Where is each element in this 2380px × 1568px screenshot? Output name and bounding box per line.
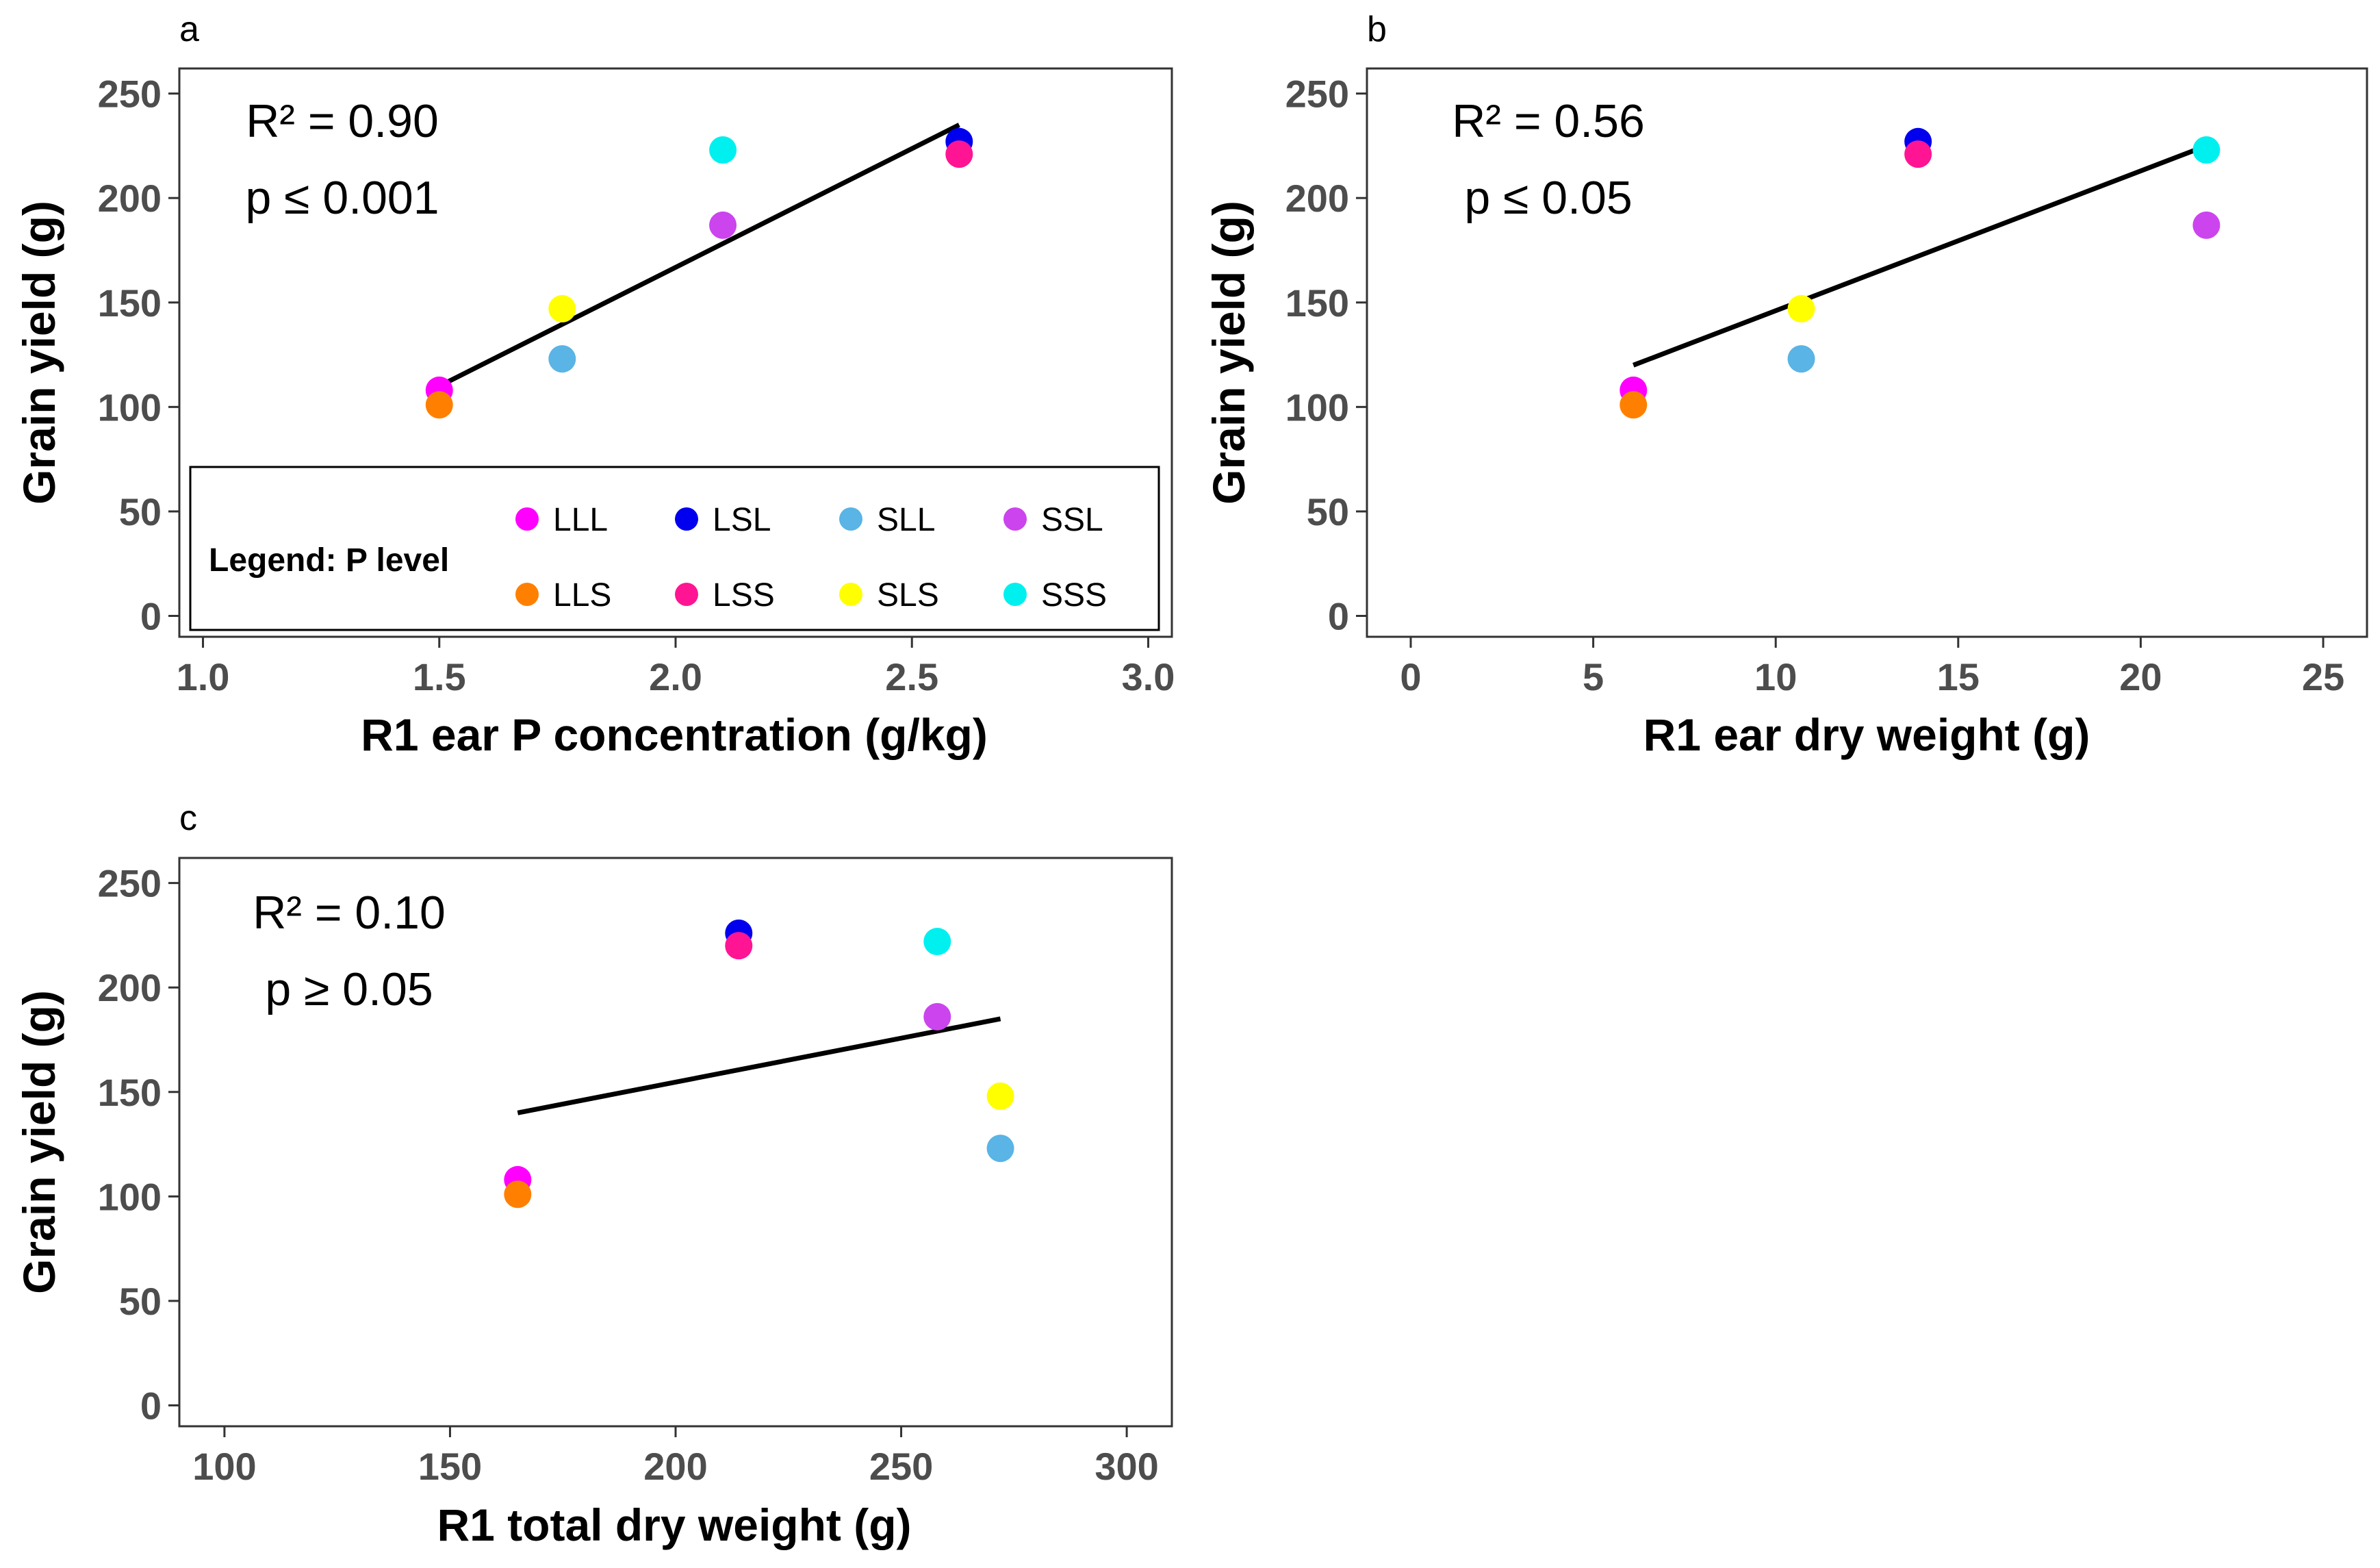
- data-point-sss: [923, 928, 951, 956]
- y-tick-label: 150: [98, 281, 162, 325]
- x-tick-label: 3.0: [1122, 655, 1175, 698]
- data-point-lls: [425, 391, 453, 419]
- legend-label-lll: LLL: [553, 502, 608, 538]
- panel-b: b 0 50 100 150 200 250 0 5 10 15 20 25 R1 ear dry wei…: [1203, 10, 2368, 760]
- legend-label-lsl: LSL: [713, 502, 771, 538]
- legend-key-lsl: [675, 507, 698, 531]
- x-tick-label: 300: [1095, 1445, 1158, 1488]
- y-tick-label: 50: [1307, 490, 1349, 533]
- plot-frame: [1366, 67, 2368, 638]
- x-tick-label: 250: [869, 1445, 933, 1488]
- x-tick-label: 10: [1754, 655, 1797, 698]
- data-point-lss: [725, 932, 753, 960]
- x-tick-label: 0: [1400, 655, 1421, 698]
- y-tick-label: 200: [98, 966, 162, 1009]
- legend: Legend: P level LLL LSL SLL SSL LLS LSS SLS SSS: [189, 466, 1160, 631]
- panel-c: c 0 50 100 150 200 250 100 150 200 250 300 R1 total …: [14, 798, 1173, 1550]
- y-tick-label: 100: [98, 1175, 162, 1218]
- panel-label: b: [1367, 10, 1387, 49]
- r-squared-annotation: R² = 0.90: [246, 95, 439, 147]
- y-tick-label: 200: [1285, 177, 1349, 220]
- y-tick-label: 150: [98, 1071, 162, 1114]
- y-axis-title: Grain yield (g): [14, 990, 64, 1294]
- legend-key-sss: [1003, 583, 1027, 606]
- y-tick-label: 50: [119, 1280, 162, 1323]
- data-point-ssl: [709, 211, 737, 239]
- x-tick-label: 20: [2119, 655, 2162, 698]
- y-tick-label: 0: [140, 594, 162, 637]
- data-point-sll: [986, 1135, 1014, 1163]
- y-axis-title: Grain yield (g): [14, 201, 64, 505]
- y-axis-title: Grain yield (g): [1203, 201, 1254, 505]
- y-tick-label: 0: [1328, 594, 1349, 637]
- x-axis-title: R1 ear P concentration (g/kg): [361, 709, 988, 760]
- x-tick-label: 2.0: [649, 655, 702, 698]
- y-tick-label: 250: [98, 73, 162, 116]
- x-tick-label: 15: [1937, 655, 1980, 698]
- x-tick-label: 1.5: [413, 655, 466, 698]
- data-point-sll: [1787, 345, 1815, 373]
- y-tick-label: 50: [119, 490, 162, 533]
- data-point-sll: [548, 345, 576, 373]
- y-tick-label: 100: [98, 385, 162, 429]
- y-tick-label: 150: [1285, 281, 1349, 325]
- legend-title: Legend: P level: [209, 542, 449, 579]
- x-tick-label: 200: [643, 1445, 707, 1488]
- legend-box: [189, 466, 1160, 631]
- x-tick-label: 150: [418, 1445, 482, 1488]
- legend-key-sls: [839, 583, 862, 606]
- data-point-sss: [709, 136, 737, 164]
- data-point-ssl: [923, 1002, 951, 1030]
- data-point-lss: [1904, 140, 1932, 168]
- legend-label-sss: SSS: [1041, 577, 1107, 614]
- legend-key-ssl: [1003, 507, 1027, 531]
- panel-label: a: [179, 10, 199, 49]
- legend-label-lss: LSS: [713, 577, 775, 614]
- legend-label-ssl: SSL: [1041, 502, 1103, 538]
- p-value-annotation: p ≥ 0.05: [265, 963, 433, 1015]
- data-point-sls: [1787, 294, 1815, 323]
- data-point-sls: [986, 1082, 1014, 1110]
- y-tick-label: 100: [1285, 385, 1349, 429]
- p-value-annotation: p ≤ 0.05: [1464, 172, 1632, 224]
- x-tick-label: 100: [192, 1445, 256, 1488]
- x-tick-label: 25: [2302, 655, 2344, 698]
- legend-key-lls: [515, 583, 539, 606]
- y-tick-label: 250: [98, 862, 162, 905]
- data-point-sss: [2192, 136, 2221, 164]
- p-value-annotation: p ≤ 0.001: [245, 172, 439, 224]
- x-axis-title: R1 total dry weight (g): [437, 1500, 912, 1550]
- regression-line: [517, 1016, 1001, 1115]
- y-tick-label: 200: [98, 177, 162, 220]
- data-point-lls: [1620, 391, 1648, 419]
- data-point-lss: [945, 140, 973, 168]
- legend-key-lss: [675, 583, 698, 606]
- y-tick-label: 250: [1285, 73, 1349, 116]
- x-tick-label: 1.0: [177, 655, 230, 698]
- data-point-ssl: [2192, 211, 2221, 239]
- legend-key-lll: [515, 507, 539, 531]
- x-tick-label: 5: [1583, 655, 1604, 698]
- legend-label-lls: LLS: [553, 577, 611, 614]
- panel-label: c: [179, 798, 197, 838]
- x-axis-title: R1 ear dry weight (g): [1643, 709, 2090, 760]
- panel-a: a 0 50 100 150 200 250 1.0 1.5 2.0 2.5 3.0 R1 ear P …: [14, 10, 1175, 760]
- legend-key-sll: [839, 507, 862, 531]
- regression-line: [1632, 143, 2208, 368]
- r-squared-annotation: R² = 0.56: [1452, 95, 1645, 147]
- legend-label-sll: SLL: [877, 502, 935, 538]
- plot-frame: [178, 857, 1173, 1428]
- regression-line: [438, 123, 960, 388]
- data-point-lls: [504, 1180, 532, 1209]
- data-point-sls: [548, 294, 576, 323]
- x-tick-label: 2.5: [885, 655, 938, 698]
- y-tick-label: 0: [140, 1384, 162, 1427]
- r-squared-annotation: R² = 0.10: [253, 887, 446, 939]
- legend-label-sls: SLS: [877, 577, 939, 614]
